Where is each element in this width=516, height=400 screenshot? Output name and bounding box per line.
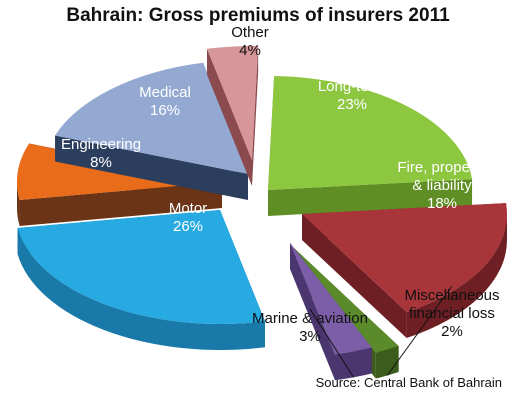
slice-side-wall [268, 179, 473, 216]
slice-top [290, 243, 372, 355]
slice-name: & liability [412, 177, 472, 194]
slice-top [55, 62, 248, 175]
slice-label: Long-term 23% [318, 78, 386, 113]
slice-label: Motor 26% [169, 200, 207, 235]
slice-percent: 23% [337, 96, 367, 113]
slice-percent: 3% [299, 328, 321, 345]
slice-percent: 2% [441, 323, 463, 340]
slice-label: Other 4% [231, 24, 269, 59]
pie-slice-long-term [268, 76, 473, 216]
pie-slice-fire-property-liability [302, 203, 507, 339]
slice-label: Fire, property & liability 18% [397, 159, 487, 212]
slice-side-wall [252, 46, 259, 186]
leader-line [309, 308, 355, 378]
slice-top [268, 76, 473, 190]
slice-outer-wall [335, 347, 372, 381]
slice-name: financial loss [409, 305, 495, 322]
slice-name: Engineering [61, 136, 141, 153]
slice-percent: 18% [427, 195, 457, 212]
slice-percent: 4% [239, 42, 261, 59]
slice-outer-wall [375, 346, 399, 379]
slice-label: Miscellaneous financial loss 2% [404, 287, 499, 340]
slice-name: Marine & aviation [252, 310, 368, 327]
slice-outer-wall [406, 214, 507, 339]
chart-title: Bahrain: Gross premiums of insurers 2011 [66, 5, 450, 26]
slice-label: Engineering 8% [61, 136, 141, 171]
slice-name: Long-term [318, 78, 386, 95]
slice-top [206, 46, 259, 160]
slice-side-wall [55, 135, 248, 200]
slice-side-wall [302, 214, 407, 339]
slice-name: Medical [139, 84, 191, 101]
slice-side-wall [206, 48, 252, 187]
chart-source: Source: Central Bank of Bahrain [315, 375, 502, 390]
leader-line [386, 285, 453, 376]
slice-top [294, 248, 399, 353]
pie-slice-motor [17, 210, 266, 350]
slice-name: Motor [169, 200, 207, 217]
slice-name: Other [231, 24, 269, 41]
slice-outer-wall [17, 227, 266, 350]
slice-name: Miscellaneous [404, 287, 499, 304]
slice-outer-wall [17, 182, 20, 226]
slice-side-wall [290, 243, 336, 381]
slice-percent: 26% [173, 218, 203, 235]
slice-top [17, 210, 266, 324]
pie-slice-other [206, 46, 259, 187]
pie-slice-marine-aviation [290, 243, 372, 381]
slice-label: Medical 16% [139, 84, 191, 119]
slice-name: Fire, property [397, 159, 487, 176]
slice-percent: 16% [150, 102, 180, 119]
pie-slice-medical [55, 62, 248, 201]
slice-label: Marine & aviation 3% [252, 310, 368, 345]
slice-percent: 8% [90, 154, 112, 171]
slice-top [302, 203, 507, 313]
